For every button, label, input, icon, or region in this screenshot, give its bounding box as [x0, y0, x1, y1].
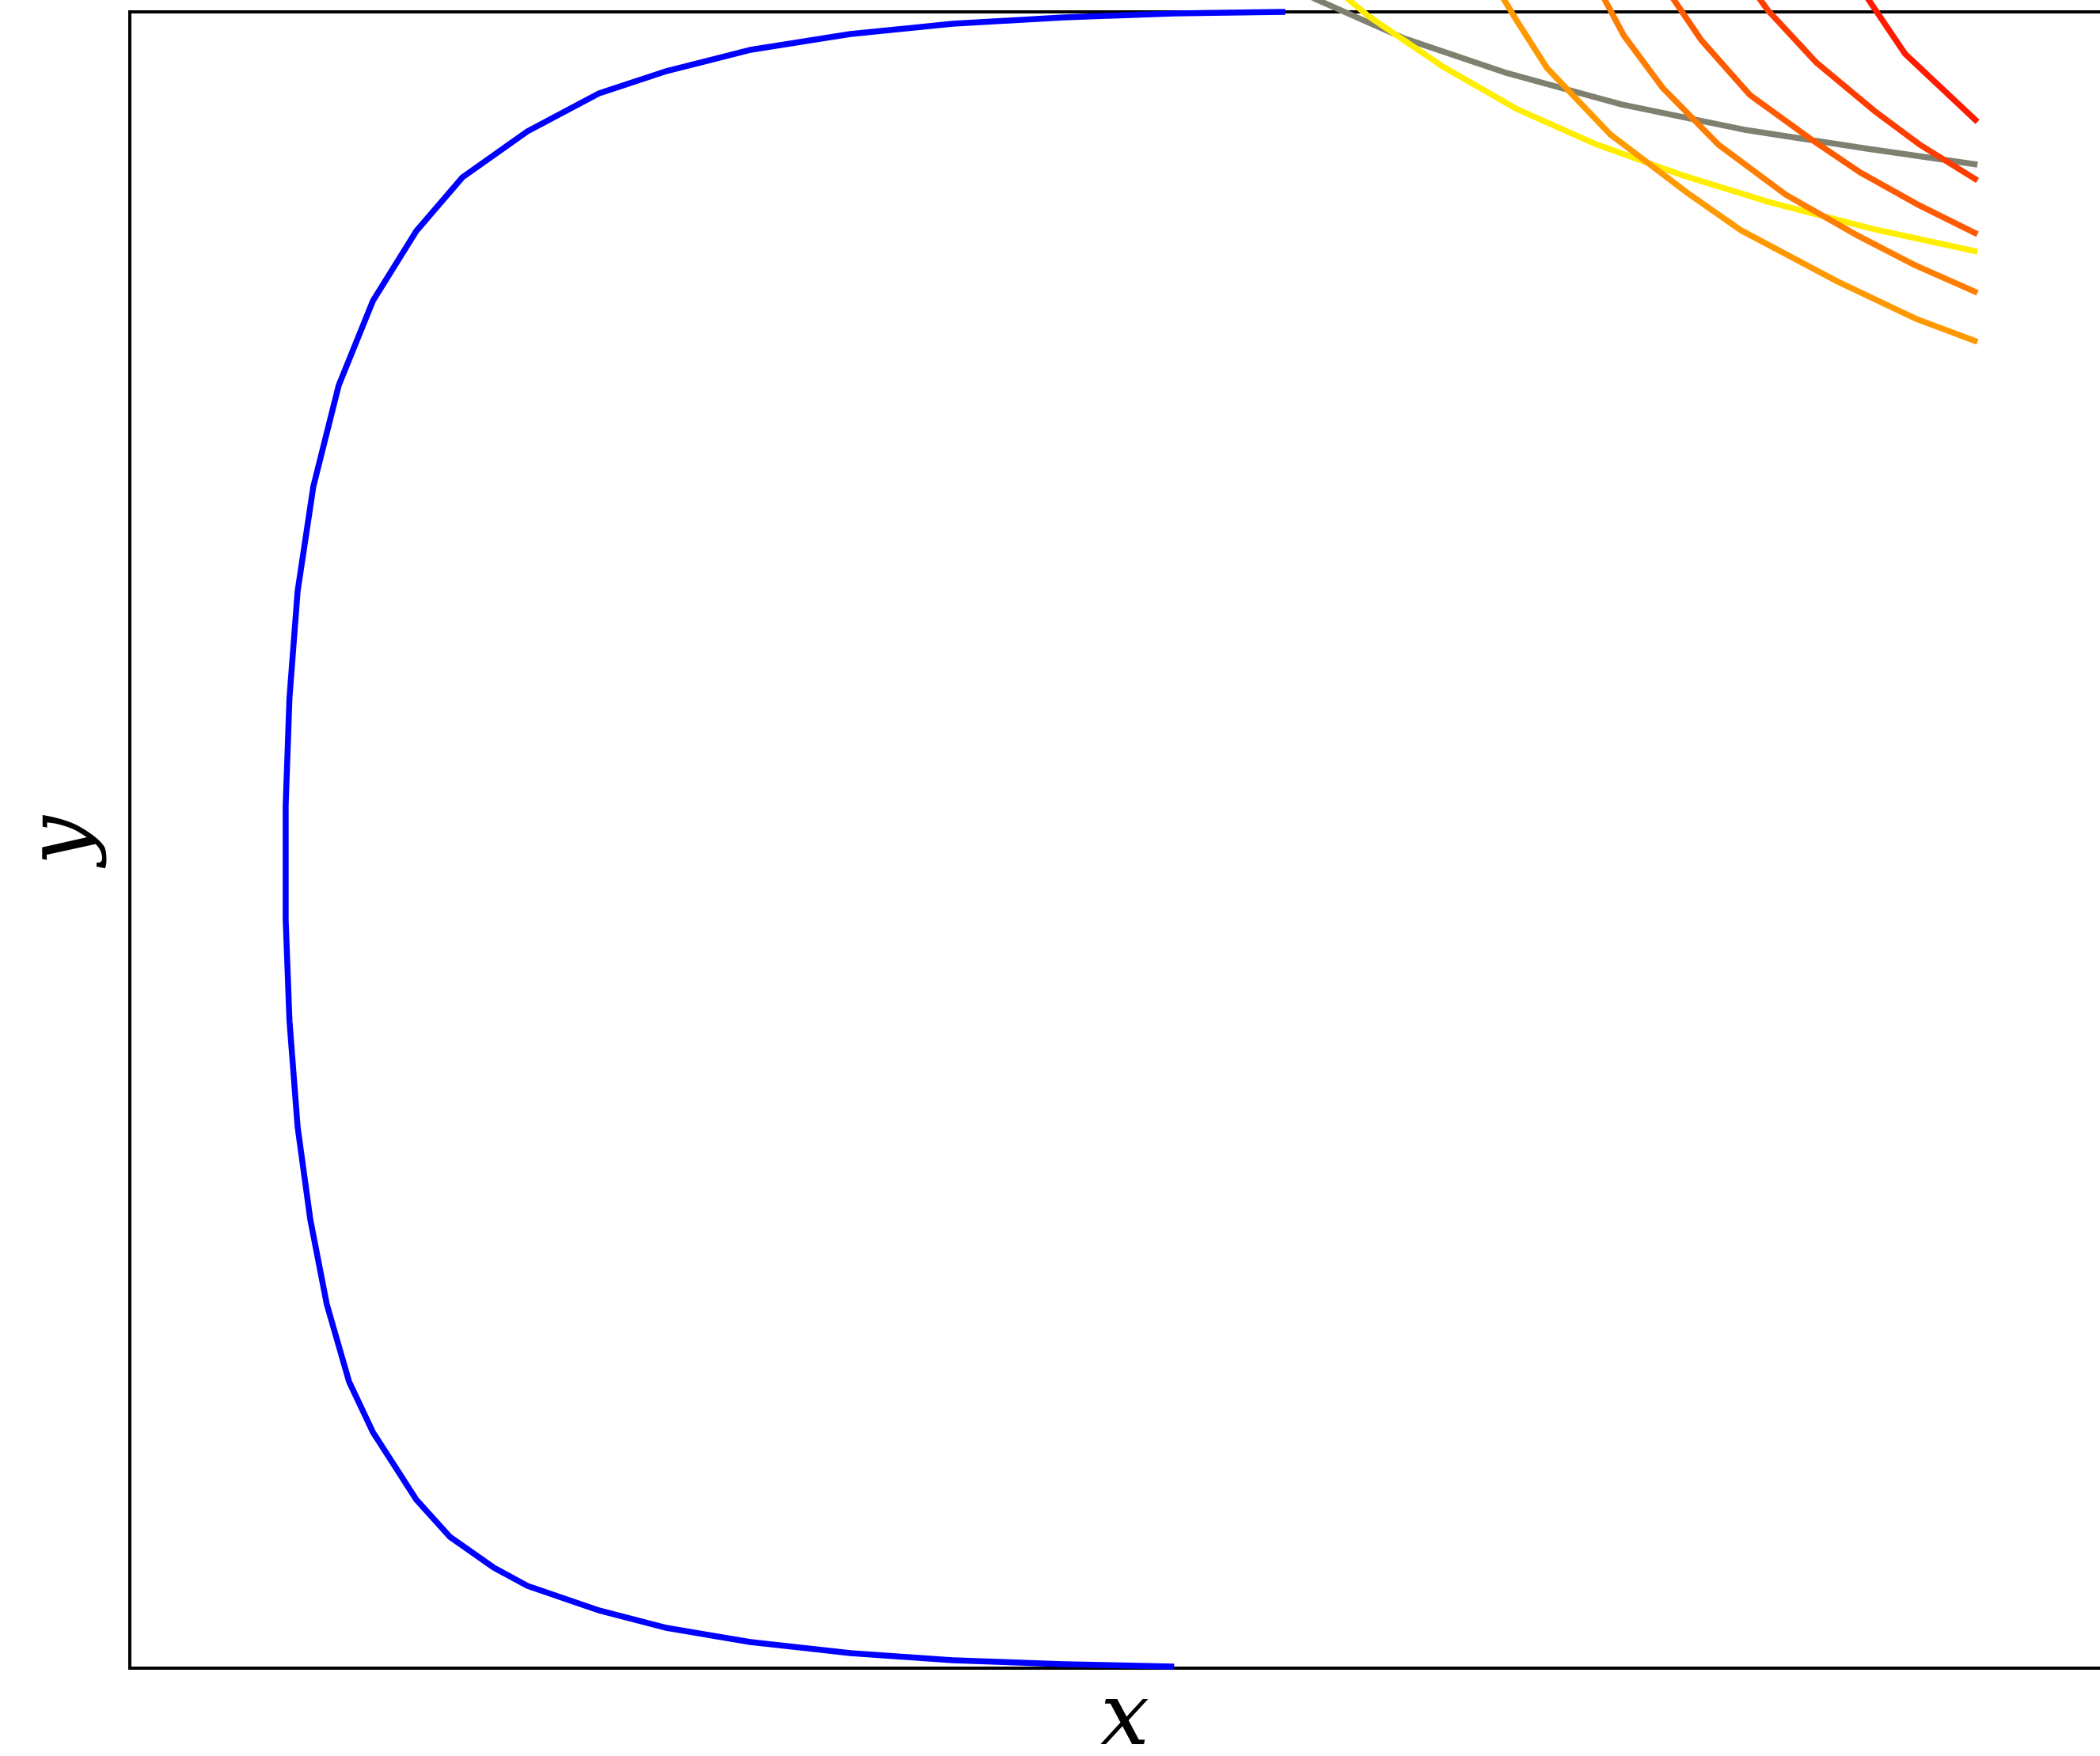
contour-series-4 — [1501, 0, 1979, 345]
plot-area-frame — [128, 10, 2100, 1670]
contour-series-3 — [1344, 0, 1978, 255]
contour-series-8 — [1865, 0, 1980, 124]
x-axis-label: x — [1100, 1663, 1149, 1756]
contour-series-1 — [283, 9, 1285, 1670]
y-axis-label: y — [6, 814, 108, 869]
contour-series-2 — [1311, 0, 1978, 168]
contour-series-5 — [1601, 0, 1979, 296]
contour-lines — [283, 0, 1980, 1670]
contour-series-6 — [1670, 0, 1979, 237]
contour-series-7 — [1756, 0, 1980, 184]
